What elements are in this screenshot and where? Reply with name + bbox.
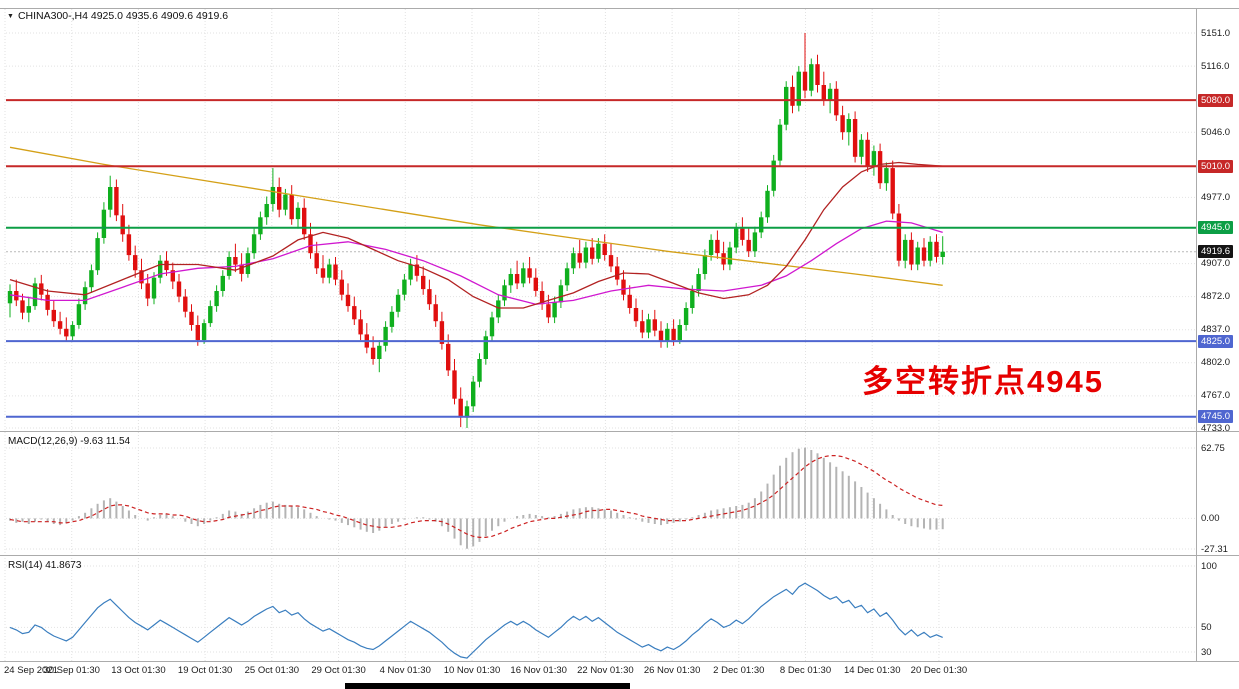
- price-axis-label: 100: [1201, 560, 1217, 572]
- price-axis-label: 5151.0: [1201, 27, 1231, 39]
- price-axis-label: 5080.0: [1198, 93, 1234, 107]
- price-axis-label: 5046.0: [1201, 126, 1231, 138]
- date-label: 16 Nov 01:30: [510, 665, 567, 676]
- date-label: 19 Oct 01:30: [177, 665, 233, 676]
- date-axis[interactable]: 24 Sep 2021 30 Sep 01:30 13 Oct 01:30 19 Oc…: [0, 663, 1196, 679]
- price-axis[interactable]: 5151.0 5116.0 5080.0 5046.0 5010.0 4977.0 4945…: [1197, 0, 1239, 689]
- price-axis-label: 0.00: [1201, 512, 1220, 524]
- macd-label: MACD(12,26,9) -9.63 11.54: [8, 436, 131, 447]
- price-axis-label: 30: [1201, 646, 1212, 658]
- date-label: 26 Nov 01:30: [643, 665, 701, 676]
- date-label: 29 Oct 01:30: [311, 665, 366, 676]
- date-label: 25 Oct 01:30: [244, 665, 300, 676]
- price-axis-label: 62.75: [1201, 442, 1225, 454]
- price-axis-label: -27.31: [1201, 543, 1228, 555]
- price-axis-label: 4907.0: [1201, 258, 1231, 270]
- rsi-label: RSI(14) 41.8673: [8, 560, 82, 571]
- price-axis-label: 50: [1201, 621, 1212, 633]
- date-label: 8 Dec 01:30: [779, 665, 832, 676]
- price-axis-label: 4919.6: [1198, 245, 1234, 259]
- chart-header: ▼ CHINA300-,H4 4925.0 4935.6 4909.6 4919.…: [7, 10, 228, 22]
- date-label: 13 Oct 01:30: [111, 665, 166, 676]
- date-label: 2 Dec 01:30: [713, 665, 765, 676]
- symbol-dropdown-icon[interactable]: ▼: [7, 13, 14, 20]
- price-axis-label: 4745.0: [1198, 410, 1234, 424]
- bottom-black-bar: [345, 683, 630, 689]
- date-label: 24 Sep 2021: [4, 665, 58, 676]
- date-label: 20 Dec 01:30: [910, 665, 968, 676]
- price-axis-label: 4945.0: [1198, 221, 1234, 235]
- symbol-ohlc-label: CHINA300-,H4 4925.0 4935.6 4909.6 4919.6: [17, 10, 229, 22]
- date-label: 14 Dec 01:30: [843, 665, 901, 676]
- price-axis-label: 4977.0: [1201, 191, 1231, 203]
- date-label: 22 Nov 01:30: [577, 665, 634, 676]
- price-axis-label: 4802.0: [1201, 357, 1231, 369]
- date-label: 10 Nov 01:30: [443, 665, 501, 676]
- price-axis-label: 4872.0: [1201, 291, 1231, 303]
- date-label: 4 Nov 01:30: [379, 665, 431, 676]
- price-axis-label: 4733.0: [1201, 422, 1231, 434]
- price-axis-label: 5116.0: [1201, 60, 1230, 72]
- price-axis-label: 5010.0: [1198, 159, 1234, 173]
- date-label: 30 Sep 01:30: [43, 665, 100, 676]
- chart-annotation-text[interactable]: 多空转折点4945: [862, 364, 1104, 399]
- price-axis-label: 4825.0: [1198, 334, 1234, 348]
- price-axis-label: 4767.0: [1201, 390, 1231, 402]
- price-axis-label: 4837.0: [1201, 324, 1231, 336]
